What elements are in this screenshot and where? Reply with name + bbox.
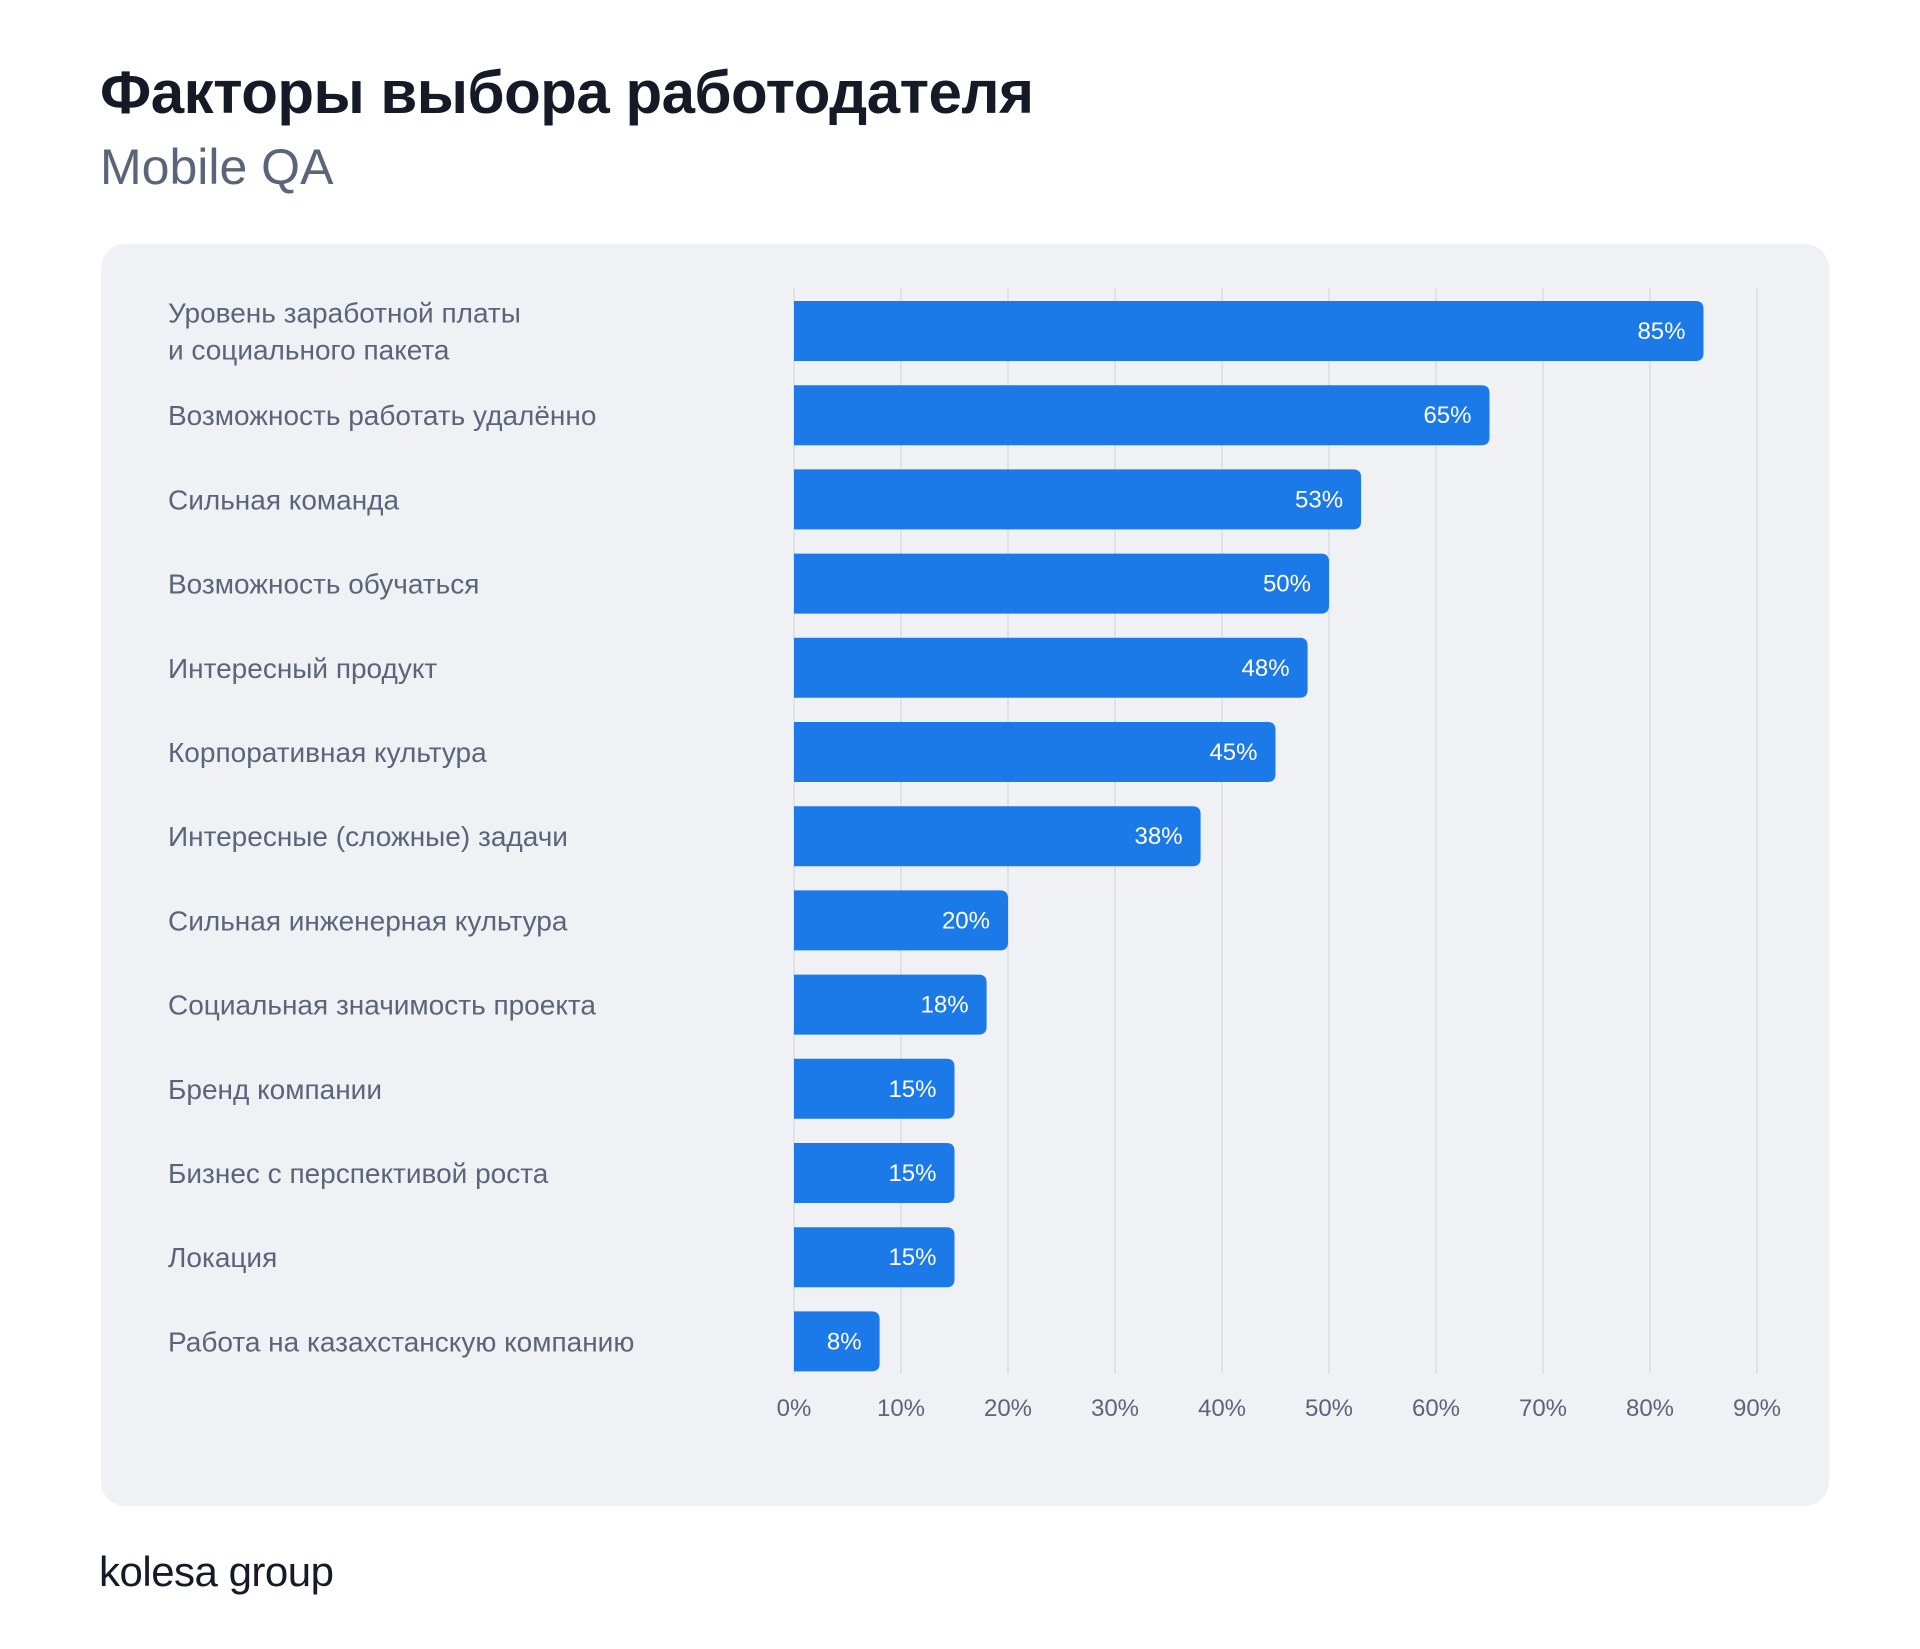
- x-tick-label: 60%: [1412, 1395, 1460, 1422]
- bar-value-label: 15%: [888, 1244, 936, 1271]
- bar-chart: 0% 10% 20% 30% 40% 50% 60% 70% 80% 90% 85% Уровень …: [168, 288, 1781, 1422]
- x-tick-label: 10%: [877, 1395, 925, 1422]
- x-tick-label: 40%: [1198, 1395, 1246, 1422]
- bar: [794, 1227, 955, 1288]
- x-tick-label: 20%: [984, 1395, 1032, 1422]
- bar-value-label: 8%: [827, 1328, 862, 1355]
- bar-value-label: 15%: [888, 1160, 936, 1187]
- bar-value-label: 53%: [1295, 486, 1343, 513]
- bar: [794, 469, 1362, 530]
- bar-value-label: 38%: [1135, 823, 1183, 850]
- category-label: Локация: [168, 1242, 277, 1273]
- category-label: Работа на казахстанскую компанию: [168, 1326, 634, 1357]
- category-label: Социальная значимость проекта: [168, 990, 596, 1021]
- category-label: Сильная команда: [168, 484, 400, 515]
- bar: [794, 1311, 880, 1372]
- category-label: Интересный продукт: [168, 653, 437, 684]
- bar: [794, 553, 1329, 614]
- bar: [794, 1058, 955, 1119]
- bar-value-label: 50%: [1263, 571, 1311, 598]
- bar: [794, 806, 1201, 867]
- bar: [794, 637, 1308, 698]
- category-label: Уровень заработной платы и социального па…: [168, 298, 521, 366]
- bar-value-label: 20%: [942, 907, 990, 934]
- chart-panel: 0% 10% 20% 30% 40% 50% 60% 70% 80% 90% 85% Уровень …: [101, 244, 1829, 1506]
- bar-value-label: 85%: [1637, 318, 1685, 345]
- chart-title: Факторы выбора работодателя: [100, 59, 1034, 126]
- category-label: Возможность обучаться: [168, 569, 479, 600]
- category-label: Бизнес с перспективой роста: [168, 1158, 549, 1189]
- category-label: Интересные (сложные) задачи: [168, 821, 568, 852]
- x-tick-label: 90%: [1733, 1395, 1781, 1422]
- bar-value-label: 65%: [1423, 402, 1471, 429]
- bar: [794, 301, 1704, 361]
- bar-value-label: 18%: [921, 992, 969, 1019]
- x-tick-label: 70%: [1519, 1395, 1567, 1422]
- bar-value-label: 48%: [1242, 655, 1290, 682]
- x-tick-label: 30%: [1091, 1395, 1139, 1422]
- x-tick-label: 50%: [1305, 1395, 1353, 1422]
- brand-logo: kolesa group: [99, 1548, 334, 1595]
- x-tick-label: 80%: [1626, 1395, 1674, 1422]
- category-label: Корпоративная культура: [168, 737, 487, 768]
- category-label: Бренд компании: [168, 1074, 382, 1105]
- category-label: Сильная инженерная культура: [168, 905, 568, 936]
- bar: [794, 974, 987, 1035]
- x-tick-label: 0%: [777, 1395, 812, 1422]
- bar: [794, 1143, 955, 1203]
- bar: [794, 890, 1008, 951]
- bar-value-label: 15%: [888, 1076, 936, 1103]
- category-label: Возможность работать удалённо: [168, 400, 596, 431]
- bar-value-label: 45%: [1209, 739, 1257, 766]
- bar: [794, 385, 1490, 446]
- bar: [794, 722, 1276, 782]
- chart-subtitle: Mobile QA: [100, 139, 334, 195]
